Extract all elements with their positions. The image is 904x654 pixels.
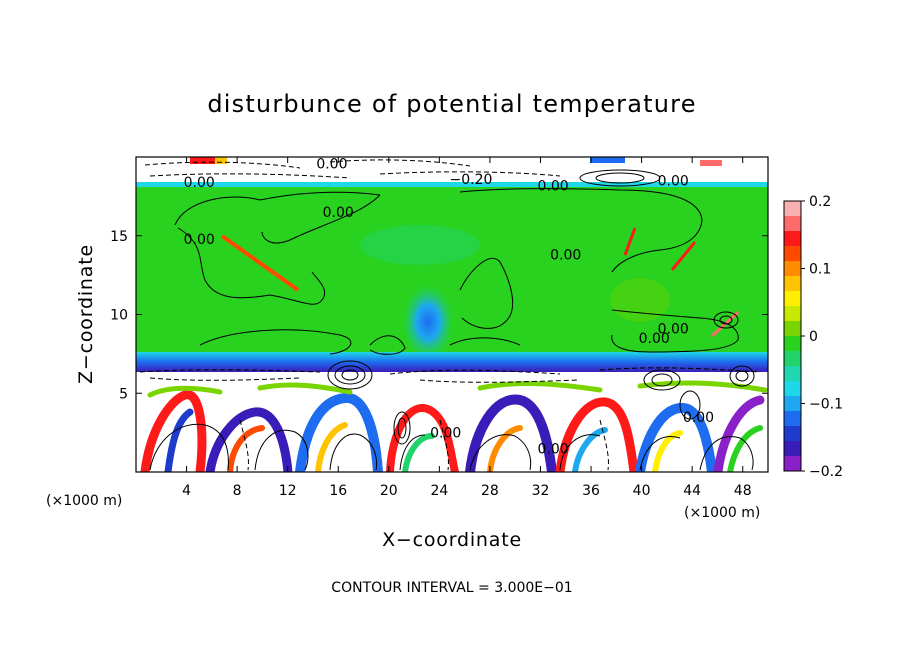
tower-contours xyxy=(327,169,755,445)
upper-band xyxy=(136,157,768,185)
colorbar-swatch xyxy=(784,396,801,412)
contour-label: 0.00 xyxy=(683,410,714,426)
x-tick-label: 24 xyxy=(430,483,448,499)
y-tick-label: 5 xyxy=(119,386,128,402)
colorbar-swatch xyxy=(784,411,801,427)
colorbar-swatch xyxy=(784,231,801,247)
contour-interval-note: CONTOUR INTERVAL = 3.000E−01 xyxy=(331,580,572,596)
contour-label: 0.00 xyxy=(658,322,689,338)
x-tick-label: 16 xyxy=(329,483,347,499)
plot-area: 0.000.000.00 0.00−0.200.000.000.000.000.0… xyxy=(136,156,768,472)
x-tick-label: 36 xyxy=(582,483,600,499)
x-tick-label: 12 xyxy=(279,483,297,499)
colorbar-tick-label: 0 xyxy=(809,329,818,345)
colorbar-swatch xyxy=(784,381,801,397)
y-axis-label: Z−coordinate xyxy=(75,244,97,384)
x-tick-label: 8 xyxy=(233,483,242,499)
colorbar-tick-label: −0.1 xyxy=(809,397,843,413)
contour-label: 0.00 xyxy=(184,232,215,248)
x-tick-label: 44 xyxy=(683,483,701,499)
contour-label: 0.00 xyxy=(323,205,354,221)
colorbar-swatch xyxy=(784,366,801,382)
y-tick-label: 15 xyxy=(110,229,128,245)
contour-label: 0.00 xyxy=(639,331,670,347)
colorbar-swatch xyxy=(784,201,801,217)
colorbar-swatch xyxy=(784,336,801,352)
contour-label: 0.00 xyxy=(538,178,569,194)
colorbar-swatch xyxy=(784,351,801,367)
lower-band xyxy=(136,352,768,372)
colorbar-swatch xyxy=(784,426,801,442)
x-tick-label: 48 xyxy=(734,483,752,499)
colorbar: 0.2 0.1 0 −0.1 −0.2 xyxy=(783,194,843,480)
y-axis: 5 10 15 xyxy=(110,229,768,402)
contour-label-layer: 0.000.000.00 0.00−0.200.000.000.000.000.0… xyxy=(184,156,714,457)
contour-lines xyxy=(149,188,754,471)
colorbar-swatch xyxy=(784,276,801,292)
contour-label: 0.00 xyxy=(316,156,347,172)
colorbar-swatch xyxy=(784,441,801,457)
colorbar-swatch xyxy=(784,261,801,277)
chart-title: disturbunce of potential temperature xyxy=(207,90,696,118)
colorbar-tick-label: 0.2 xyxy=(809,194,831,210)
colorbar-swatch xyxy=(784,321,801,337)
x-axis: 4 8 12 16 20 24 28 32 36 40 44 48 xyxy=(182,157,752,499)
colorbar-swatch xyxy=(784,306,801,322)
contour-label: 0.00 xyxy=(538,441,569,457)
x-tick-label: 32 xyxy=(532,483,550,499)
contour-label: −0.20 xyxy=(450,172,493,188)
colorbar-swatch xyxy=(784,246,801,262)
colorbar-swatch xyxy=(784,291,801,307)
colorbar-swatch xyxy=(784,456,801,472)
colorbar-tick-label: −0.2 xyxy=(809,464,843,480)
y-tick-label: 10 xyxy=(110,308,128,324)
colorbar-tick-label: 0.1 xyxy=(809,262,831,278)
x-axis-unit: (×1000 m) xyxy=(46,493,122,509)
contour-label: 0.00 xyxy=(184,175,215,191)
y-axis-unit: (×1000 m) xyxy=(684,505,760,521)
contour-label: 0.00 xyxy=(658,174,689,190)
x-tick-label: 40 xyxy=(633,483,651,499)
x-tick-label: 28 xyxy=(481,483,499,499)
x-axis-label: X−coordinate xyxy=(382,529,522,551)
contour-label: 0.00 xyxy=(430,426,461,442)
contour-label: 0.00 xyxy=(550,248,581,264)
colorbar-swatch xyxy=(784,216,801,232)
x-tick-label: 4 xyxy=(182,483,191,499)
negative-contours xyxy=(139,159,761,471)
x-tick-label: 20 xyxy=(380,483,398,499)
